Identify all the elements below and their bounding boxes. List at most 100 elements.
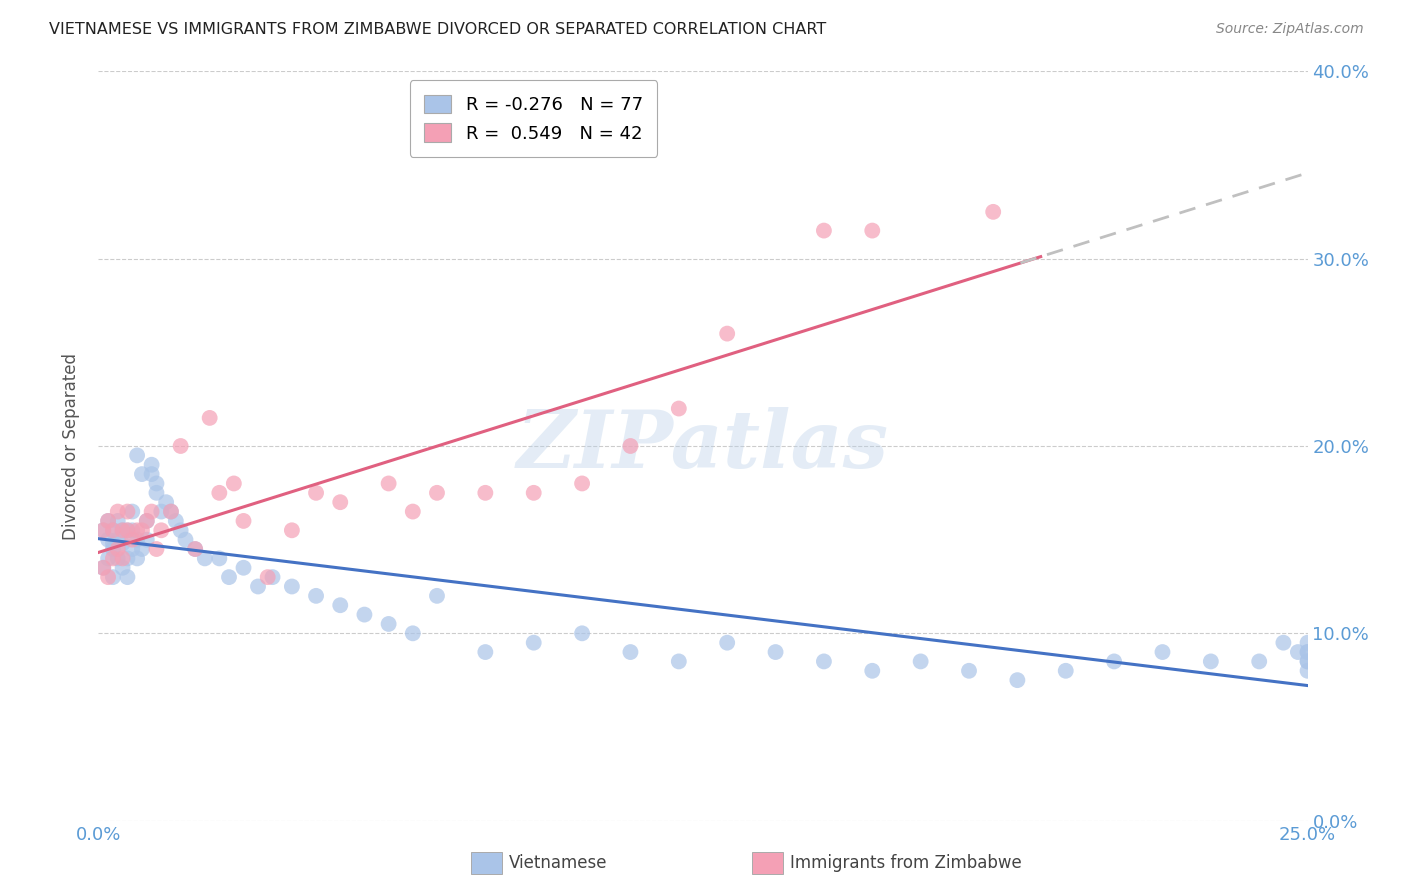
Point [426,486,449,500]
Point [117,505,139,519]
Point [91,524,114,538]
Point [222,476,245,491]
Point [117,551,139,566]
Point [1286,645,1309,659]
Point [135,514,157,528]
Point [127,551,149,566]
Point [571,476,593,491]
Point [101,542,124,557]
Point [1296,655,1319,669]
Point [101,524,124,538]
Point [145,476,167,491]
Text: Vietnamese: Vietnamese [509,855,607,872]
Point [1054,664,1077,678]
Point [619,645,641,659]
Point [121,524,143,538]
Point [117,524,139,538]
Point [107,542,129,557]
Point [232,561,254,575]
Point [474,645,496,659]
Point [281,524,304,538]
Point [426,589,449,603]
Point [117,524,139,538]
Point [121,533,143,547]
Point [160,505,183,519]
Point [329,495,352,509]
Point [145,486,167,500]
Point [150,505,173,519]
Point [218,570,240,584]
Point [91,561,114,575]
Legend: R = -0.276   N = 77, R =  0.549   N = 42: R = -0.276 N = 77, R = 0.549 N = 42 [409,80,657,157]
Point [160,505,183,519]
Point [111,524,134,538]
Point [111,551,134,566]
Point [101,551,124,566]
Point [813,223,835,237]
Point [184,542,207,557]
Point [329,599,352,613]
Point [1296,635,1319,649]
Point [141,505,163,519]
Point [1199,655,1222,669]
Point [523,486,546,500]
Point [353,607,375,622]
Point [981,205,1004,219]
Point [716,326,738,341]
Point [107,551,129,566]
Point [1296,645,1319,659]
Point [111,561,134,575]
Point [97,533,120,547]
Point [765,645,787,659]
Point [127,449,149,463]
Point [813,655,835,669]
Point [127,533,149,547]
Point [377,476,399,491]
Point [474,486,496,500]
Point [174,533,197,547]
Text: VIETNAMESE VS IMMIGRANTS FROM ZIMBABWE DIVORCED OR SEPARATED CORRELATION CHART: VIETNAMESE VS IMMIGRANTS FROM ZIMBABWE D… [49,22,827,37]
Point [571,626,593,640]
Point [402,505,425,519]
Point [111,524,134,538]
Point [208,551,231,566]
Point [1296,645,1319,659]
Point [1007,673,1029,688]
Point [121,542,143,557]
Point [97,514,120,528]
Point [1102,655,1125,669]
Point [135,514,157,528]
Point [247,580,270,594]
Point [957,664,980,678]
Point [131,542,153,557]
Point [184,542,207,557]
Text: Source: ZipAtlas.com: Source: ZipAtlas.com [1216,22,1364,37]
Point [97,551,120,566]
Point [619,439,641,453]
Point [860,223,883,237]
Text: Immigrants from Zimbabwe: Immigrants from Zimbabwe [790,855,1022,872]
Text: ZIPatlas: ZIPatlas [517,408,889,484]
Point [107,533,129,547]
Point [91,561,114,575]
Point [262,570,284,584]
Point [1152,645,1174,659]
Point [141,458,163,472]
Point [1249,655,1271,669]
Point [97,570,120,584]
Point [305,589,328,603]
Point [141,467,163,482]
Point [107,514,129,528]
Point [97,514,120,528]
Point [117,570,139,584]
Point [377,617,399,632]
Point [305,486,328,500]
Point [107,505,129,519]
Point [232,514,254,528]
Point [281,580,304,594]
Point [668,655,690,669]
Point [198,411,221,425]
Point [101,524,124,538]
Point [91,524,114,538]
Point [155,495,177,509]
